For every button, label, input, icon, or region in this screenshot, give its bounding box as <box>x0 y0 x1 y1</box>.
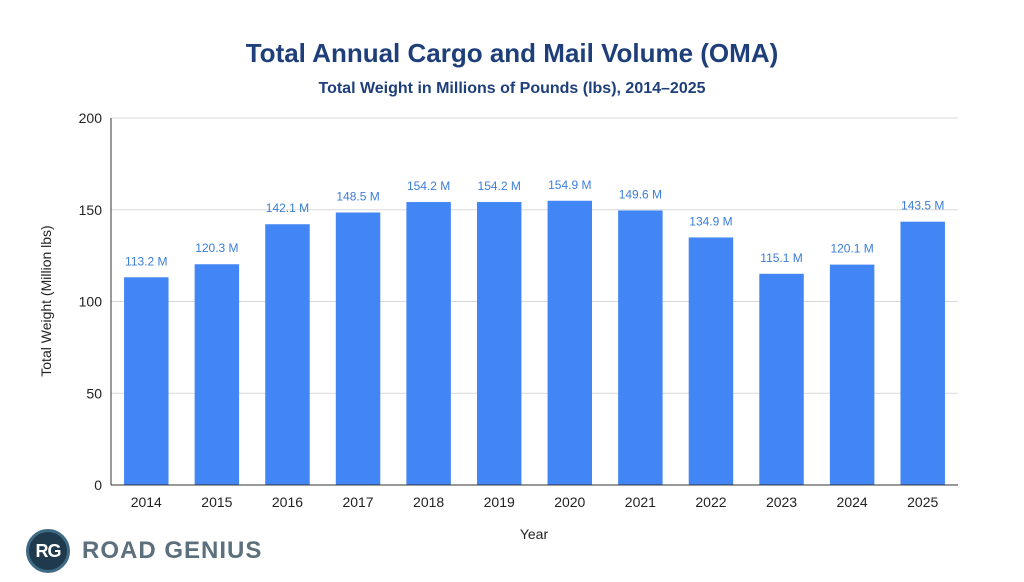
bar-2025 <box>900 221 945 486</box>
x-tick-label-2015: 2015 <box>201 494 232 510</box>
data-label-2020: 154.9 M <box>548 178 591 192</box>
chart-subtitle: Total Weight in Millions of Pounds (lbs)… <box>318 80 706 97</box>
chart-title: Total Annual Cargo and Mail Volume (OMA) <box>245 38 779 68</box>
y-tick-label: 100 <box>79 294 103 310</box>
y-axis-label: Total Weight (Million lbs) <box>38 225 54 376</box>
logo-badge-icon: RG <box>26 529 70 573</box>
x-tick-label-2022: 2022 <box>695 494 726 510</box>
bar-2015 <box>194 264 240 485</box>
data-label-2023: 115.1 M <box>760 251 802 265</box>
x-axis-label: Year <box>520 526 549 542</box>
bar-2014 <box>124 277 169 485</box>
x-tick-label-2024: 2024 <box>837 494 868 510</box>
data-label-2025: 143.5 M <box>901 199 944 213</box>
data-label-2016: 142.1 M <box>266 201 309 215</box>
bar-2017 <box>335 212 381 485</box>
data-label-2019: 154.2 M <box>478 179 521 193</box>
bar-2019 <box>476 202 522 485</box>
y-tick-label: 200 <box>79 110 103 126</box>
x-tick-label-2017: 2017 <box>342 494 373 510</box>
y-tick-label: 50 <box>86 385 102 401</box>
bar-2018 <box>406 202 451 485</box>
data-label-2015: 120.3 M <box>195 241 238 255</box>
bar-2021 <box>618 210 663 485</box>
x-tick-label-2023: 2023 <box>766 494 797 510</box>
data-label-2018: 154.2 M <box>407 179 450 193</box>
x-tick-label-2016: 2016 <box>272 494 303 510</box>
logo-text: ROAD GENIUS <box>82 537 263 564</box>
bar-2020 <box>547 200 593 486</box>
x-tick-label-2018: 2018 <box>413 494 444 510</box>
data-label-2014: 113.2 M <box>125 254 167 268</box>
bar-2022 <box>688 237 734 485</box>
y-tick-label: 0 <box>94 477 102 493</box>
data-label-2017: 148.5 M <box>336 190 379 204</box>
data-label-2024: 120.1 M <box>830 242 873 256</box>
bar-2016 <box>265 224 310 485</box>
x-tick-label-2021: 2021 <box>625 494 656 510</box>
data-label-2021: 149.6 M <box>619 187 662 201</box>
x-tick-label-2019: 2019 <box>484 494 515 510</box>
x-tick-label-2014: 2014 <box>131 494 162 510</box>
bar-2024 <box>829 264 875 485</box>
bar-2023 <box>759 273 804 485</box>
y-tick-label: 150 <box>79 202 103 218</box>
x-tick-label-2020: 2020 <box>554 494 585 510</box>
x-tick-label-2025: 2025 <box>907 494 938 510</box>
data-label-2022: 134.9 M <box>689 214 732 228</box>
road-genius-logo: RG ROAD GENIUS <box>26 528 262 574</box>
